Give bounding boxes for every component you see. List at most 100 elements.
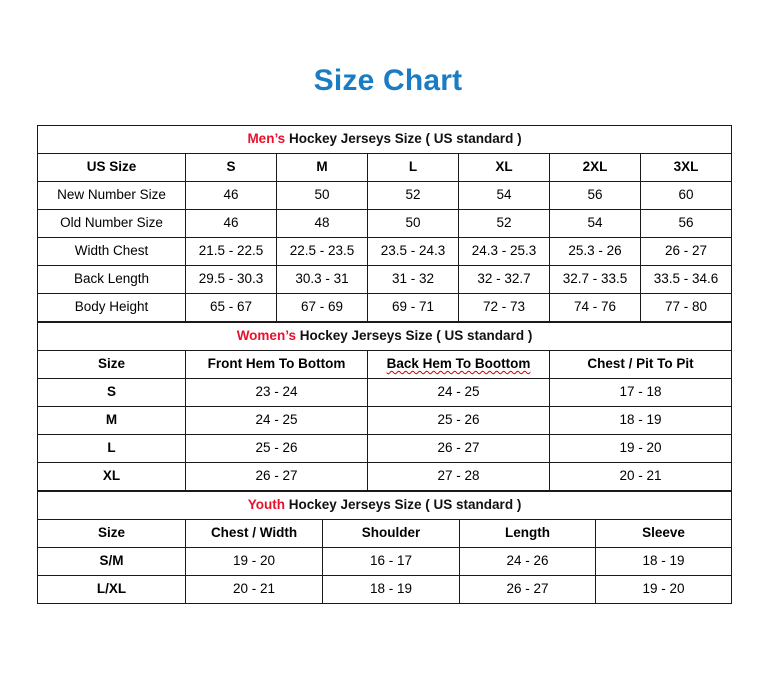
youth-section-header: Youth Hockey Jerseys Size ( US standard … — [36, 491, 733, 520]
mens-cell-2-3: 24.3 - 25.3 — [458, 237, 550, 266]
page-title: Size Chart — [313, 64, 463, 97]
table-header-row: Size Chest / Width Shoulder Length Sleev… — [37, 519, 733, 548]
youth-col-header-3: Length — [459, 519, 596, 548]
youth-cell-0-1: 16 - 17 — [322, 547, 460, 576]
mens-cell-1-4: 54 — [549, 209, 641, 238]
mens-cell-3-5: 33.5 - 34.6 — [640, 265, 732, 294]
mens-cell-3-1: 30.3 - 31 — [276, 265, 368, 294]
mens-cell-0-1: 50 — [276, 181, 368, 210]
mens-cell-3-4: 32.7 - 33.5 — [549, 265, 641, 294]
womens-row-label-1: M — [37, 406, 186, 435]
table-row: XL 26 - 27 27 - 28 20 - 21 — [37, 462, 732, 491]
womens-col-header-2: Back Hem To Boottom — [367, 350, 550, 379]
table-row: Old Number Size 46 48 50 52 54 56 — [37, 209, 732, 238]
mens-cell-4-2: 69 - 71 — [367, 293, 459, 322]
youth-cell-1-1: 18 - 19 — [322, 575, 460, 604]
mens-row-label-3: Back Length — [37, 265, 186, 294]
womens-cell-3-1: 27 - 28 — [367, 462, 550, 491]
womens-section-header: Women’s Hockey Jerseys Size ( US standar… — [37, 322, 732, 351]
womens-cell-2-2: 19 - 20 — [549, 434, 732, 463]
mens-cell-4-3: 72 - 73 — [458, 293, 550, 322]
youth-col-header-0: Size — [37, 519, 186, 548]
womens-size-table: Women’s Hockey Jerseys Size ( US standar… — [37, 322, 732, 491]
womens-col-header-0: Size — [37, 350, 186, 379]
womens-cell-0-0: 23 - 24 — [185, 378, 368, 407]
womens-cell-2-1: 26 - 27 — [367, 434, 550, 463]
table-row: New Number Size 46 50 52 54 56 60 — [37, 181, 732, 210]
table-row: Back Length 29.5 - 30.3 30.3 - 31 31 - 3… — [37, 265, 732, 294]
womens-cell-2-0: 25 - 26 — [185, 434, 368, 463]
table-row: Body Height 65 - 67 67 - 69 69 - 71 72 -… — [37, 293, 732, 322]
mens-cell-3-2: 31 - 32 — [367, 265, 459, 294]
table-row: S 23 - 24 24 - 25 17 - 18 — [37, 378, 732, 407]
youth-header-rest: Hockey Jerseys Size ( US standard ) — [284, 497, 522, 513]
table-row: Youth Hockey Jerseys Size ( US standard … — [36, 491, 733, 520]
mens-cell-3-0: 29.5 - 30.3 — [185, 265, 277, 294]
mens-row-label-4: Body Height — [37, 293, 186, 322]
mens-col-header-2: M — [276, 153, 368, 182]
womens-cell-1-1: 25 - 26 — [367, 406, 550, 435]
youth-col-header-2: Shoulder — [322, 519, 460, 548]
mens-cell-2-4: 25.3 - 26 — [549, 237, 641, 266]
mens-col-header-1: S — [185, 153, 277, 182]
mens-cell-4-4: 74 - 76 — [549, 293, 641, 322]
womens-col-header-1: Front Hem To Bottom — [185, 350, 368, 379]
mens-cell-1-3: 52 — [458, 209, 550, 238]
mens-cell-0-5: 60 — [640, 181, 732, 210]
youth-row-label-0: S/M — [37, 547, 186, 576]
table-row: M 24 - 25 25 - 26 18 - 19 — [37, 406, 732, 435]
mens-cell-1-2: 50 — [367, 209, 459, 238]
mens-row-label-1: Old Number Size — [37, 209, 186, 238]
womens-row-label-0: S — [37, 378, 186, 407]
mens-row-label-0: New Number Size — [37, 181, 186, 210]
mens-cell-2-0: 21.5 - 22.5 — [185, 237, 277, 266]
table-row: Women’s Hockey Jerseys Size ( US standar… — [37, 322, 732, 351]
mens-cell-0-2: 52 — [367, 181, 459, 210]
mens-cell-2-1: 22.5 - 23.5 — [276, 237, 368, 266]
mens-col-header-3: L — [367, 153, 459, 182]
womens-cell-1-2: 18 - 19 — [549, 406, 732, 435]
youth-size-table: Youth Hockey Jerseys Size ( US standard … — [36, 491, 733, 604]
mens-cell-4-0: 65 - 67 — [185, 293, 277, 322]
mens-cell-0-4: 56 — [549, 181, 641, 210]
mens-cell-0-3: 54 — [458, 181, 550, 210]
mens-cell-1-5: 56 — [640, 209, 732, 238]
mens-cell-0-0: 46 — [185, 181, 277, 210]
mens-header-accent: Men’s — [247, 131, 286, 147]
size-chart-container: Men’s Hockey Jerseys Size ( US standard … — [36, 125, 733, 604]
youth-cell-0-2: 24 - 26 — [459, 547, 596, 576]
mens-col-header-5: 2XL — [549, 153, 641, 182]
mens-cell-3-3: 32 - 32.7 — [458, 265, 550, 294]
table-row: S/M 19 - 20 16 - 17 24 - 26 18 - 19 — [37, 547, 733, 576]
youth-header-accent: Youth — [247, 497, 285, 513]
womens-row-label-3: XL — [37, 462, 186, 491]
womens-cell-0-2: 17 - 18 — [549, 378, 732, 407]
youth-row-label-1: L/XL — [37, 575, 186, 604]
table-row: L 25 - 26 26 - 27 19 - 20 — [37, 434, 732, 463]
womens-header-accent: Women’s — [236, 328, 296, 344]
womens-row-label-2: L — [37, 434, 186, 463]
womens-cell-0-1: 24 - 25 — [367, 378, 550, 407]
table-header-row: Size Front Hem To Bottom Back Hem To Boo… — [37, 350, 732, 379]
mens-cell-4-1: 67 - 69 — [276, 293, 368, 322]
mens-row-label-2: Width Chest — [37, 237, 186, 266]
mens-col-header-6: 3XL — [640, 153, 732, 182]
mens-col-header-0: US Size — [37, 153, 186, 182]
table-row: L/XL 20 - 21 18 - 19 26 - 27 19 - 20 — [37, 575, 733, 604]
mens-cell-2-5: 26 - 27 — [640, 237, 732, 266]
mens-header-rest: Hockey Jerseys Size ( US standard ) — [285, 131, 522, 147]
womens-cell-3-2: 20 - 21 — [549, 462, 732, 491]
table-row: Width Chest 21.5 - 22.5 22.5 - 23.5 23.5… — [37, 237, 732, 266]
womens-col-header-3: Chest / Pit To Pit — [549, 350, 732, 379]
mens-cell-4-5: 77 - 80 — [640, 293, 732, 322]
youth-col-header-4: Sleeve — [594, 519, 733, 548]
table-header-row: US Size S M L XL 2XL 3XL — [37, 153, 732, 182]
womens-cell-3-0: 26 - 27 — [185, 462, 368, 491]
mens-cell-1-1: 48 — [276, 209, 368, 238]
womens-header-rest: Hockey Jerseys Size ( US standard ) — [295, 328, 533, 344]
mens-cell-1-0: 46 — [185, 209, 277, 238]
mens-section-header: Men’s Hockey Jerseys Size ( US standard … — [37, 125, 732, 154]
womens-cell-1-0: 24 - 25 — [185, 406, 368, 435]
table-row: Men’s Hockey Jerseys Size ( US standard … — [37, 125, 732, 154]
youth-cell-1-0: 20 - 21 — [185, 575, 323, 604]
